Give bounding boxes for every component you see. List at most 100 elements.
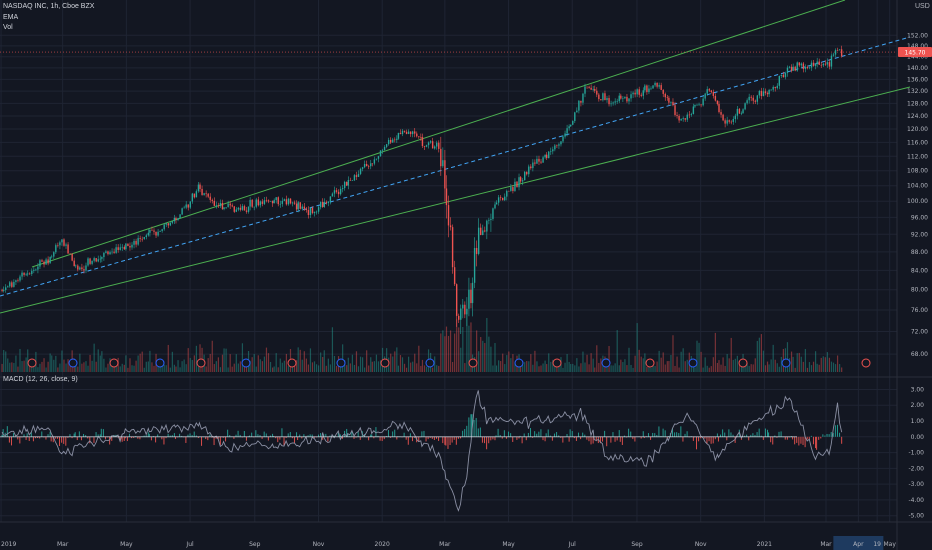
volume-bar — [396, 347, 398, 372]
candle-body — [558, 144, 560, 146]
candle-body — [768, 89, 770, 95]
candle-body — [658, 85, 660, 87]
macd-histogram-bar — [97, 434, 99, 437]
macd-histogram-bar — [447, 436, 449, 449]
candle-body — [650, 88, 652, 90]
candle-body — [33, 269, 35, 271]
volume-bar — [47, 361, 49, 372]
volume-bar — [734, 358, 736, 372]
price-tick-label: 76.00 — [911, 307, 928, 314]
candle-body — [195, 191, 198, 198]
symbol-title[interactable]: NASDAQ INC, 1h, Cboe BZX — [3, 3, 95, 10]
macd-histogram-bar — [119, 436, 121, 440]
volume-bar — [752, 364, 754, 372]
volume-bar — [239, 361, 241, 372]
candle-body — [744, 103, 746, 110]
candle-body — [411, 131, 414, 135]
macd-histogram-bar — [569, 429, 571, 437]
volume-bar — [732, 359, 734, 372]
candle-body — [530, 166, 532, 169]
volume-bar — [327, 358, 329, 372]
macd-histogram-bar — [6, 426, 8, 437]
volume-bar — [718, 360, 720, 372]
volume-bar — [576, 358, 578, 372]
macd-tick-label: -4.00 — [908, 497, 924, 504]
volume-bar — [508, 351, 510, 372]
event-badge-down — [287, 358, 297, 368]
time-tick-label: Jul — [568, 541, 577, 548]
volume-bar — [111, 363, 113, 372]
candle-body — [808, 67, 811, 69]
candle-body — [93, 258, 95, 261]
volume-bar — [225, 348, 227, 372]
volume-bar — [684, 361, 686, 372]
macd-histogram-bar — [37, 436, 39, 439]
macd-histogram-bar — [580, 436, 582, 440]
candle-body — [253, 206, 255, 208]
candle-body — [73, 260, 75, 267]
volume-bar — [728, 358, 730, 372]
candle-body — [225, 207, 227, 208]
event-badge-div — [688, 358, 698, 368]
candle-body — [672, 101, 674, 106]
macd-histogram-bar — [309, 434, 311, 437]
macd-histogram-bar — [792, 436, 794, 440]
event-badge-down — [645, 358, 655, 368]
candle-body — [746, 100, 748, 104]
candle-body — [35, 269, 37, 271]
price-tick-label: 112.00 — [907, 153, 928, 160]
candle-body — [309, 207, 312, 216]
candle-body — [181, 208, 183, 215]
candle-body — [37, 266, 39, 270]
macd-histogram-bar — [451, 436, 453, 443]
volume-bar — [412, 361, 414, 372]
candle-body — [566, 128, 568, 134]
vol-label[interactable]: Vol — [3, 24, 13, 31]
macd-histogram-bar — [193, 431, 195, 437]
volume-bar — [562, 367, 564, 372]
volume-bar — [261, 361, 263, 372]
macd-histogram-bar — [643, 436, 645, 439]
candle-body — [109, 252, 111, 255]
macd-histogram-bar — [269, 435, 271, 437]
volume-bar — [826, 352, 828, 372]
candle-body — [31, 270, 33, 275]
ema-label[interactable]: EMA — [3, 14, 19, 21]
time-tick-label: Mar — [57, 541, 69, 548]
candle-body — [273, 200, 275, 204]
macd-histogram-bar — [123, 436, 125, 441]
candle-body — [646, 85, 648, 93]
candle-body — [794, 66, 796, 71]
volume-bar — [408, 356, 410, 372]
volume-bar — [95, 361, 97, 372]
volume-bar — [83, 362, 85, 372]
candle-body — [506, 190, 508, 197]
macd-histogram-bar — [804, 436, 806, 448]
candle-body — [716, 100, 719, 104]
candle-body — [832, 54, 835, 56]
candle-body — [521, 180, 524, 182]
macd-histogram-bar — [682, 436, 684, 442]
volume-bar — [189, 357, 191, 372]
candle-body — [610, 103, 612, 105]
macd-histogram-bar — [470, 414, 472, 437]
macd-histogram-bar — [438, 436, 440, 441]
volume-bar — [532, 364, 534, 372]
macd-histogram-bar — [628, 428, 630, 437]
candle-body — [403, 130, 406, 132]
macd-histogram-bar — [473, 420, 475, 437]
volume-bar — [694, 367, 696, 372]
volume-bar — [249, 360, 251, 372]
candle-body — [784, 73, 787, 78]
volume-bar — [105, 367, 107, 372]
macd-histogram-bar — [35, 436, 37, 439]
candle-body — [502, 197, 504, 201]
macd-histogram-bar — [433, 436, 435, 440]
volume-bar — [27, 349, 29, 372]
volume-bar — [820, 357, 822, 372]
candle-body — [368, 166, 370, 167]
volume-bar — [580, 363, 582, 372]
macd-label[interactable]: MACD (12, 26, close, 9) — [3, 376, 78, 383]
channel-midline — [0, 36, 911, 297]
candle-body — [157, 231, 159, 236]
